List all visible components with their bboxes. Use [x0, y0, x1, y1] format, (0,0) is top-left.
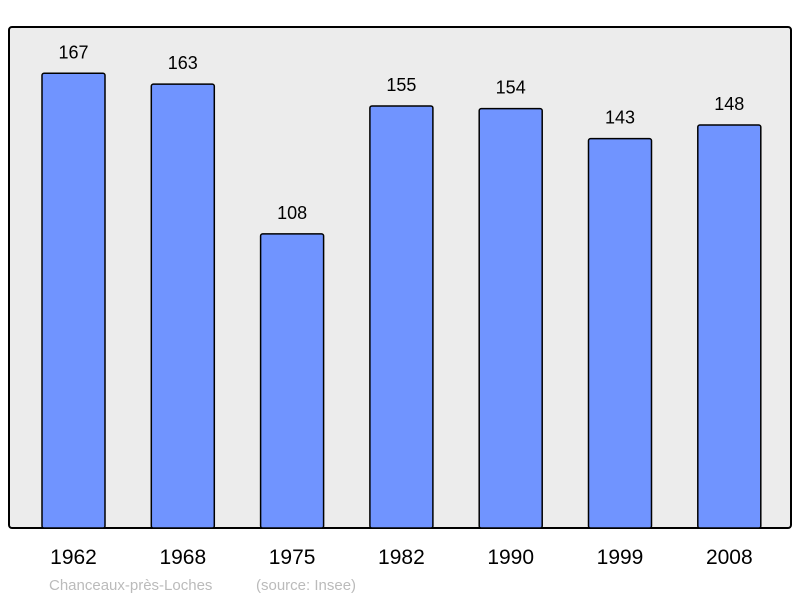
x-tick-label-2008: 2008	[706, 546, 753, 569]
data-label-1975: 108	[277, 203, 307, 223]
data-label-2008: 148	[714, 94, 744, 114]
x-tick-label-1990: 1990	[487, 546, 534, 569]
x-tick-label-1999: 1999	[597, 546, 644, 569]
bar-1990	[478, 107, 543, 529]
bar-2008	[697, 124, 762, 529]
caption-source: (source: Insee)	[256, 577, 356, 594]
x-tick-label-1982: 1982	[378, 546, 425, 569]
data-label-1990: 154	[496, 78, 526, 98]
x-tick-label-1962: 1962	[50, 546, 97, 569]
bar-1982	[369, 105, 434, 529]
bar-1975	[259, 233, 325, 529]
data-label-1999: 143	[605, 108, 635, 128]
data-label-1962: 167	[58, 42, 88, 62]
caption-place: Chanceaux-près-Loches	[49, 577, 212, 594]
x-tick-label-1975: 1975	[269, 546, 316, 569]
data-label-1968: 163	[168, 53, 198, 73]
x-tick-label-1968: 1968	[159, 546, 206, 569]
bar-1968	[150, 83, 216, 529]
data-label-1982: 155	[386, 75, 416, 95]
bar-1962	[41, 72, 106, 529]
bar-1999	[587, 137, 653, 529]
